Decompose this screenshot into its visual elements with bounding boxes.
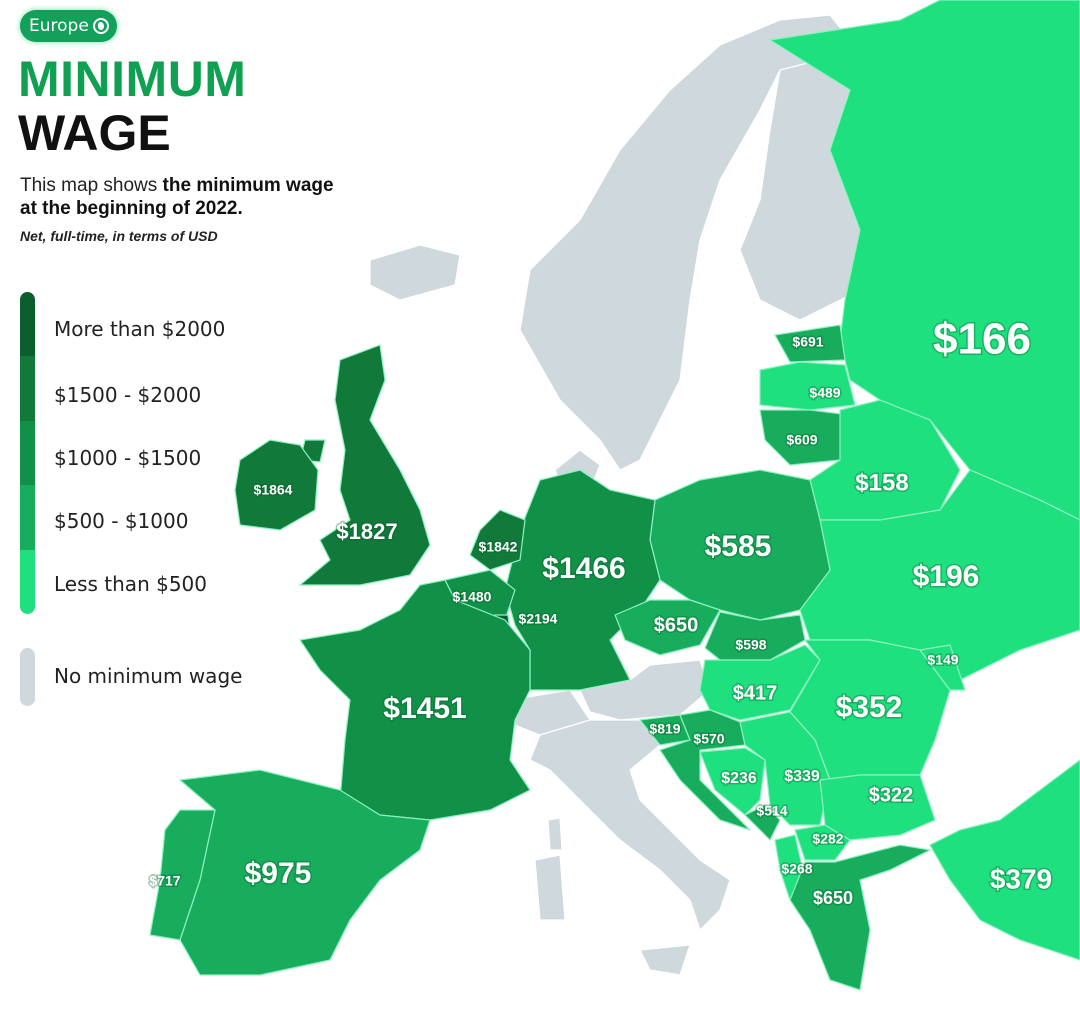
legend-swatch-less-than-500 [20, 549, 35, 614]
uk-wage-label: $1827 [336, 519, 397, 544]
albania-wage-label: $268 [781, 861, 812, 877]
legend-label-no-minimum: No minimum wage [54, 664, 243, 688]
france-region [298, 579, 531, 821]
legend-swatch-1500-2000 [20, 356, 35, 421]
legend-label-500-1000: $500 - $1000 [54, 509, 189, 533]
netherlands-region [469, 509, 526, 571]
ukraine-region [799, 469, 1080, 681]
moldova-wage-label: $149 [927, 652, 958, 668]
uk-region [298, 344, 431, 586]
legend-label-less-than-500: Less than $500 [54, 572, 207, 596]
globe-icon [92, 18, 109, 34]
bulgaria-wage-label: $322 [869, 784, 914, 806]
legend-swatch-500-1000 [20, 485, 35, 550]
netherlands-wage-label: $1842 [479, 539, 518, 555]
title-line-2: WAGE [18, 105, 171, 161]
ireland-wage-label: $1864 [254, 482, 293, 498]
latvia-region [759, 361, 856, 411]
iceland-region [369, 244, 461, 301]
portugal-wage-label: $717 [149, 873, 180, 889]
legend-color-bar [20, 292, 35, 614]
germany-region [504, 469, 661, 691]
description-bold: the minimum wage at the beginning of 202… [20, 175, 334, 219]
greece-region [789, 844, 932, 991]
macedonia-wage-label: $282 [812, 831, 843, 847]
slovakia-wage-label: $598 [735, 637, 766, 653]
badge-label: Europe [29, 16, 89, 36]
legend-label-1500-2000: $1500 - $2000 [54, 383, 202, 407]
hungary-wage-label: $417 [733, 682, 778, 704]
ireland-region [234, 439, 319, 531]
croatia-region [659, 709, 751, 831]
legend-swatch-no-minimum [20, 648, 35, 706]
legend-swatch-more-than-2000 [20, 292, 35, 357]
turkey-region [929, 759, 1080, 961]
units-note: Net, full-time, in terms of USD [20, 228, 218, 244]
spain-wage-label: $975 [245, 857, 312, 890]
estonia-region [774, 324, 846, 363]
poland-wage-label: $585 [705, 530, 772, 563]
belarus-wage-label: $158 [855, 469, 908, 496]
czechia-region [614, 599, 721, 656]
bosnia-wage-label: $236 [721, 770, 757, 787]
greece-wage-label: $650 [813, 888, 853, 908]
russia-wage-label: $166 [933, 315, 1031, 364]
montenegro-region [743, 804, 781, 842]
france-wage-label: $1451 [383, 692, 466, 725]
belgium-wage-label: $1480 [453, 589, 492, 605]
serbia-region [739, 711, 831, 826]
ukraine-wage-label: $196 [913, 560, 980, 593]
legend-label-more-than-2000: More than $2000 [54, 317, 226, 341]
title-line-1: MINIMUM [18, 51, 247, 107]
serbia-wage-label: $339 [784, 768, 820, 785]
macedonia-region [794, 824, 851, 861]
montenegro-wage-label: $514 [756, 803, 787, 819]
luxembourg-wage-label: $2194 [519, 611, 558, 627]
sardinia-region [534, 854, 566, 921]
legend-swatch-1000-1500 [20, 420, 35, 486]
czechia-wage-label: $650 [654, 614, 699, 636]
estonia-wage-label: $691 [792, 334, 823, 350]
slovenia-wage-label: $819 [649, 721, 680, 737]
description-plain: This map shows [20, 175, 163, 196]
bulgaria-region [819, 774, 936, 841]
region-badge: Europe [20, 10, 117, 42]
turkey-wage-label: $379 [990, 863, 1052, 894]
germany-wage-label: $1466 [542, 552, 625, 585]
moldova-region [918, 644, 966, 691]
latvia-wage-label: $489 [809, 385, 840, 401]
hungary-region [699, 644, 821, 721]
sicily-region [639, 944, 691, 976]
croatia-wage-label: $570 [693, 731, 724, 747]
description: This map shows the minimum wage at the b… [20, 174, 350, 220]
romania-wage-label: $352 [836, 691, 903, 724]
lithuania-wage-label: $609 [786, 432, 817, 448]
slovakia-region [704, 611, 806, 661]
portugal-region [149, 809, 216, 941]
legend-label-1000-1500: $1000 - $1500 [54, 446, 202, 470]
bosnia-region [699, 747, 766, 816]
corsica-region [547, 817, 563, 851]
